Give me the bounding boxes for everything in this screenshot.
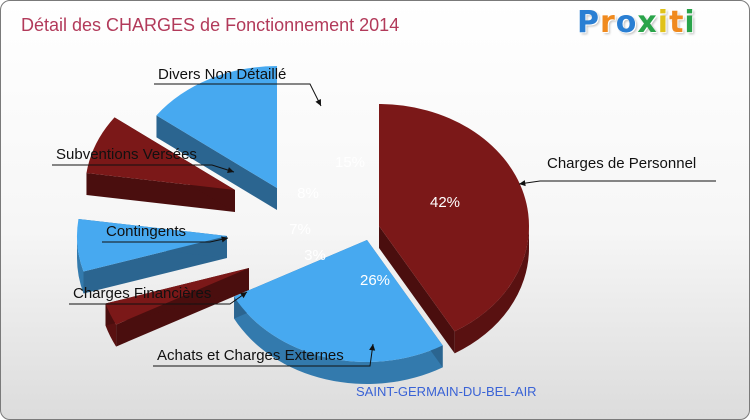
percent-labels-layer: 42% 26% 3% 7% 8% 15%: [289, 154, 460, 289]
pie-slice-percent-2: 26%: [360, 272, 390, 289]
leader-arrow-1: [519, 180, 526, 187]
pie-slice-label-1: Charges de Personnel: [547, 155, 696, 172]
leader-line-3: [69, 291, 248, 305]
pie-slice-percent-4: 7%: [289, 221, 311, 238]
category-labels-layer: Charges de Personnel Achats et Charges Ex…: [56, 66, 696, 364]
pie-slice-label-5: Subventions Versées: [56, 146, 197, 163]
pie-tops-layer: [77, 66, 529, 362]
pie-slice-label-6: Divers Non Détaillé: [158, 66, 286, 83]
leader-lines-layer: [52, 83, 716, 367]
pie-slice-percent-6: 15%: [335, 154, 365, 171]
leader-line-1: [518, 180, 716, 185]
leader-arrow-6: [315, 99, 321, 106]
pie-slice-1: [379, 104, 529, 332]
leader-line-5: [52, 164, 235, 173]
pie-slice-edge-6-1: [156, 115, 277, 210]
leader-arrow-2: [369, 344, 376, 351]
leader-arrow-5: [227, 167, 234, 173]
leader-arrow-4: [221, 236, 228, 243]
pie-slice-label-3: Charges Financières: [73, 285, 211, 302]
pie-slice-edge-5-1: [86, 172, 235, 212]
chart-title: Détail des CHARGES de Fonctionnement 201…: [21, 15, 400, 35]
pie-slice-5: [86, 117, 235, 190]
leader-arrow-3: [240, 292, 247, 299]
city-label: SAINT-GERMAIN-DU-BEL-AIR: [356, 384, 537, 399]
pie-slice-label-4: Contingents: [106, 223, 186, 240]
pie-slice-edge-1-2: [379, 226, 455, 354]
pie-slice-percent-3: 3%: [304, 247, 326, 264]
leader-line-6: [154, 83, 322, 107]
brand-logo: Proxiti: [577, 5, 696, 40]
pie-slice-percent-1: 42%: [430, 194, 460, 211]
pie-slice-label-2: Achats et Charges Externes: [157, 347, 344, 364]
pie-slice-4: [77, 218, 227, 272]
pie-slice-3: [105, 268, 249, 325]
pie-slice-percent-5: 8%: [297, 185, 319, 202]
pie-slice-side-4: [77, 236, 84, 294]
pie-slice-side-2: [234, 296, 443, 384]
leader-line-2: [153, 343, 374, 367]
pie-slice-2: [234, 240, 443, 362]
pie-slice-6: [156, 66, 277, 188]
pie-slice-side-1: [454, 226, 529, 354]
